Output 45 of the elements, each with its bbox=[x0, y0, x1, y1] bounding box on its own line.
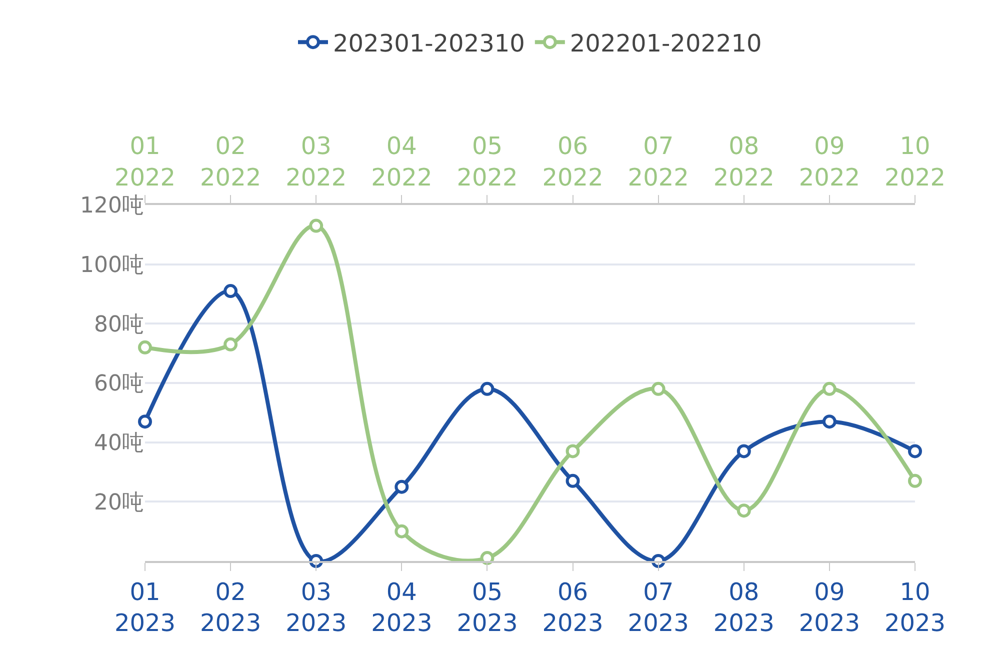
x-tick-label: 03 2023 bbox=[286, 578, 347, 637]
text: 09 2022 bbox=[798, 132, 860, 192]
point bbox=[736, 444, 751, 458]
point bbox=[651, 382, 666, 396]
point bbox=[822, 414, 836, 429]
text: 03 2022 bbox=[286, 132, 347, 192]
x-tick-label: 07 2023 bbox=[628, 578, 689, 637]
x-tick-label: 10 2023 bbox=[884, 578, 946, 637]
legend-label: 202301-202310 bbox=[333, 29, 525, 58]
text: 01 2022 bbox=[114, 132, 176, 192]
text: 07 2022 bbox=[628, 132, 689, 192]
legend-label: 202201-202210 bbox=[570, 29, 762, 58]
x-tick-label: 08 2023 bbox=[713, 578, 774, 637]
x-tick-label: 09 2023 bbox=[798, 578, 860, 637]
point bbox=[224, 284, 238, 298]
y-tick-label: 20吨 bbox=[94, 490, 144, 516]
point bbox=[394, 524, 409, 538]
point bbox=[138, 340, 152, 354]
text: 02 2022 bbox=[200, 132, 262, 192]
text: 08 2022 bbox=[713, 132, 774, 192]
point bbox=[309, 218, 324, 233]
point bbox=[908, 474, 922, 488]
point bbox=[224, 337, 238, 352]
point bbox=[566, 444, 580, 458]
point bbox=[480, 382, 494, 396]
x-tick-label: 02 2023 bbox=[200, 578, 262, 637]
point bbox=[822, 382, 836, 396]
text: 04 2022 bbox=[371, 132, 432, 192]
point bbox=[566, 474, 580, 488]
y-tick-label: 60吨 bbox=[94, 372, 144, 397]
text: 10 2022 bbox=[884, 132, 946, 192]
point bbox=[736, 504, 751, 518]
x-tick-label: 01 2023 bbox=[114, 578, 176, 637]
text: 05 2022 bbox=[456, 132, 518, 192]
x-tick-label: 04 2023 bbox=[371, 578, 432, 637]
point bbox=[394, 480, 409, 494]
x-tick-label: 06 2023 bbox=[542, 578, 604, 637]
y-tick-label: 100吨 bbox=[80, 253, 144, 278]
text: 06 2022 bbox=[542, 132, 604, 192]
point bbox=[138, 414, 152, 429]
x-tick-label: 05 2023 bbox=[456, 578, 518, 637]
y-tick-label: 120吨 bbox=[80, 194, 144, 219]
y-tick-label: 80吨 bbox=[94, 312, 144, 338]
point bbox=[908, 444, 922, 458]
y-tick-label: 40吨 bbox=[94, 431, 144, 456]
